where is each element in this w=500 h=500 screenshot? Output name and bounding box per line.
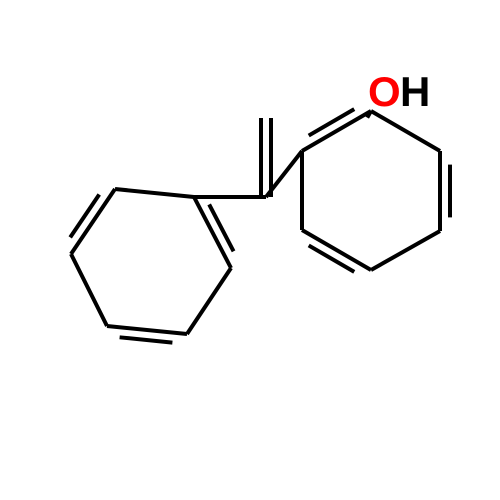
bond bbox=[371, 231, 440, 270]
atom-label: H bbox=[400, 68, 430, 115]
bond bbox=[115, 189, 194, 197]
molecule-diagram: OH bbox=[0, 0, 500, 500]
bond bbox=[107, 326, 187, 334]
bond bbox=[309, 109, 355, 135]
bond bbox=[302, 111, 371, 151]
bond bbox=[309, 245, 355, 271]
bond bbox=[71, 254, 107, 326]
bond bbox=[209, 204, 233, 251]
bond bbox=[120, 337, 173, 342]
atom-label: O bbox=[368, 68, 401, 115]
bond bbox=[71, 189, 115, 254]
bond bbox=[302, 230, 371, 270]
bond bbox=[371, 111, 440, 151]
bond bbox=[187, 268, 231, 334]
